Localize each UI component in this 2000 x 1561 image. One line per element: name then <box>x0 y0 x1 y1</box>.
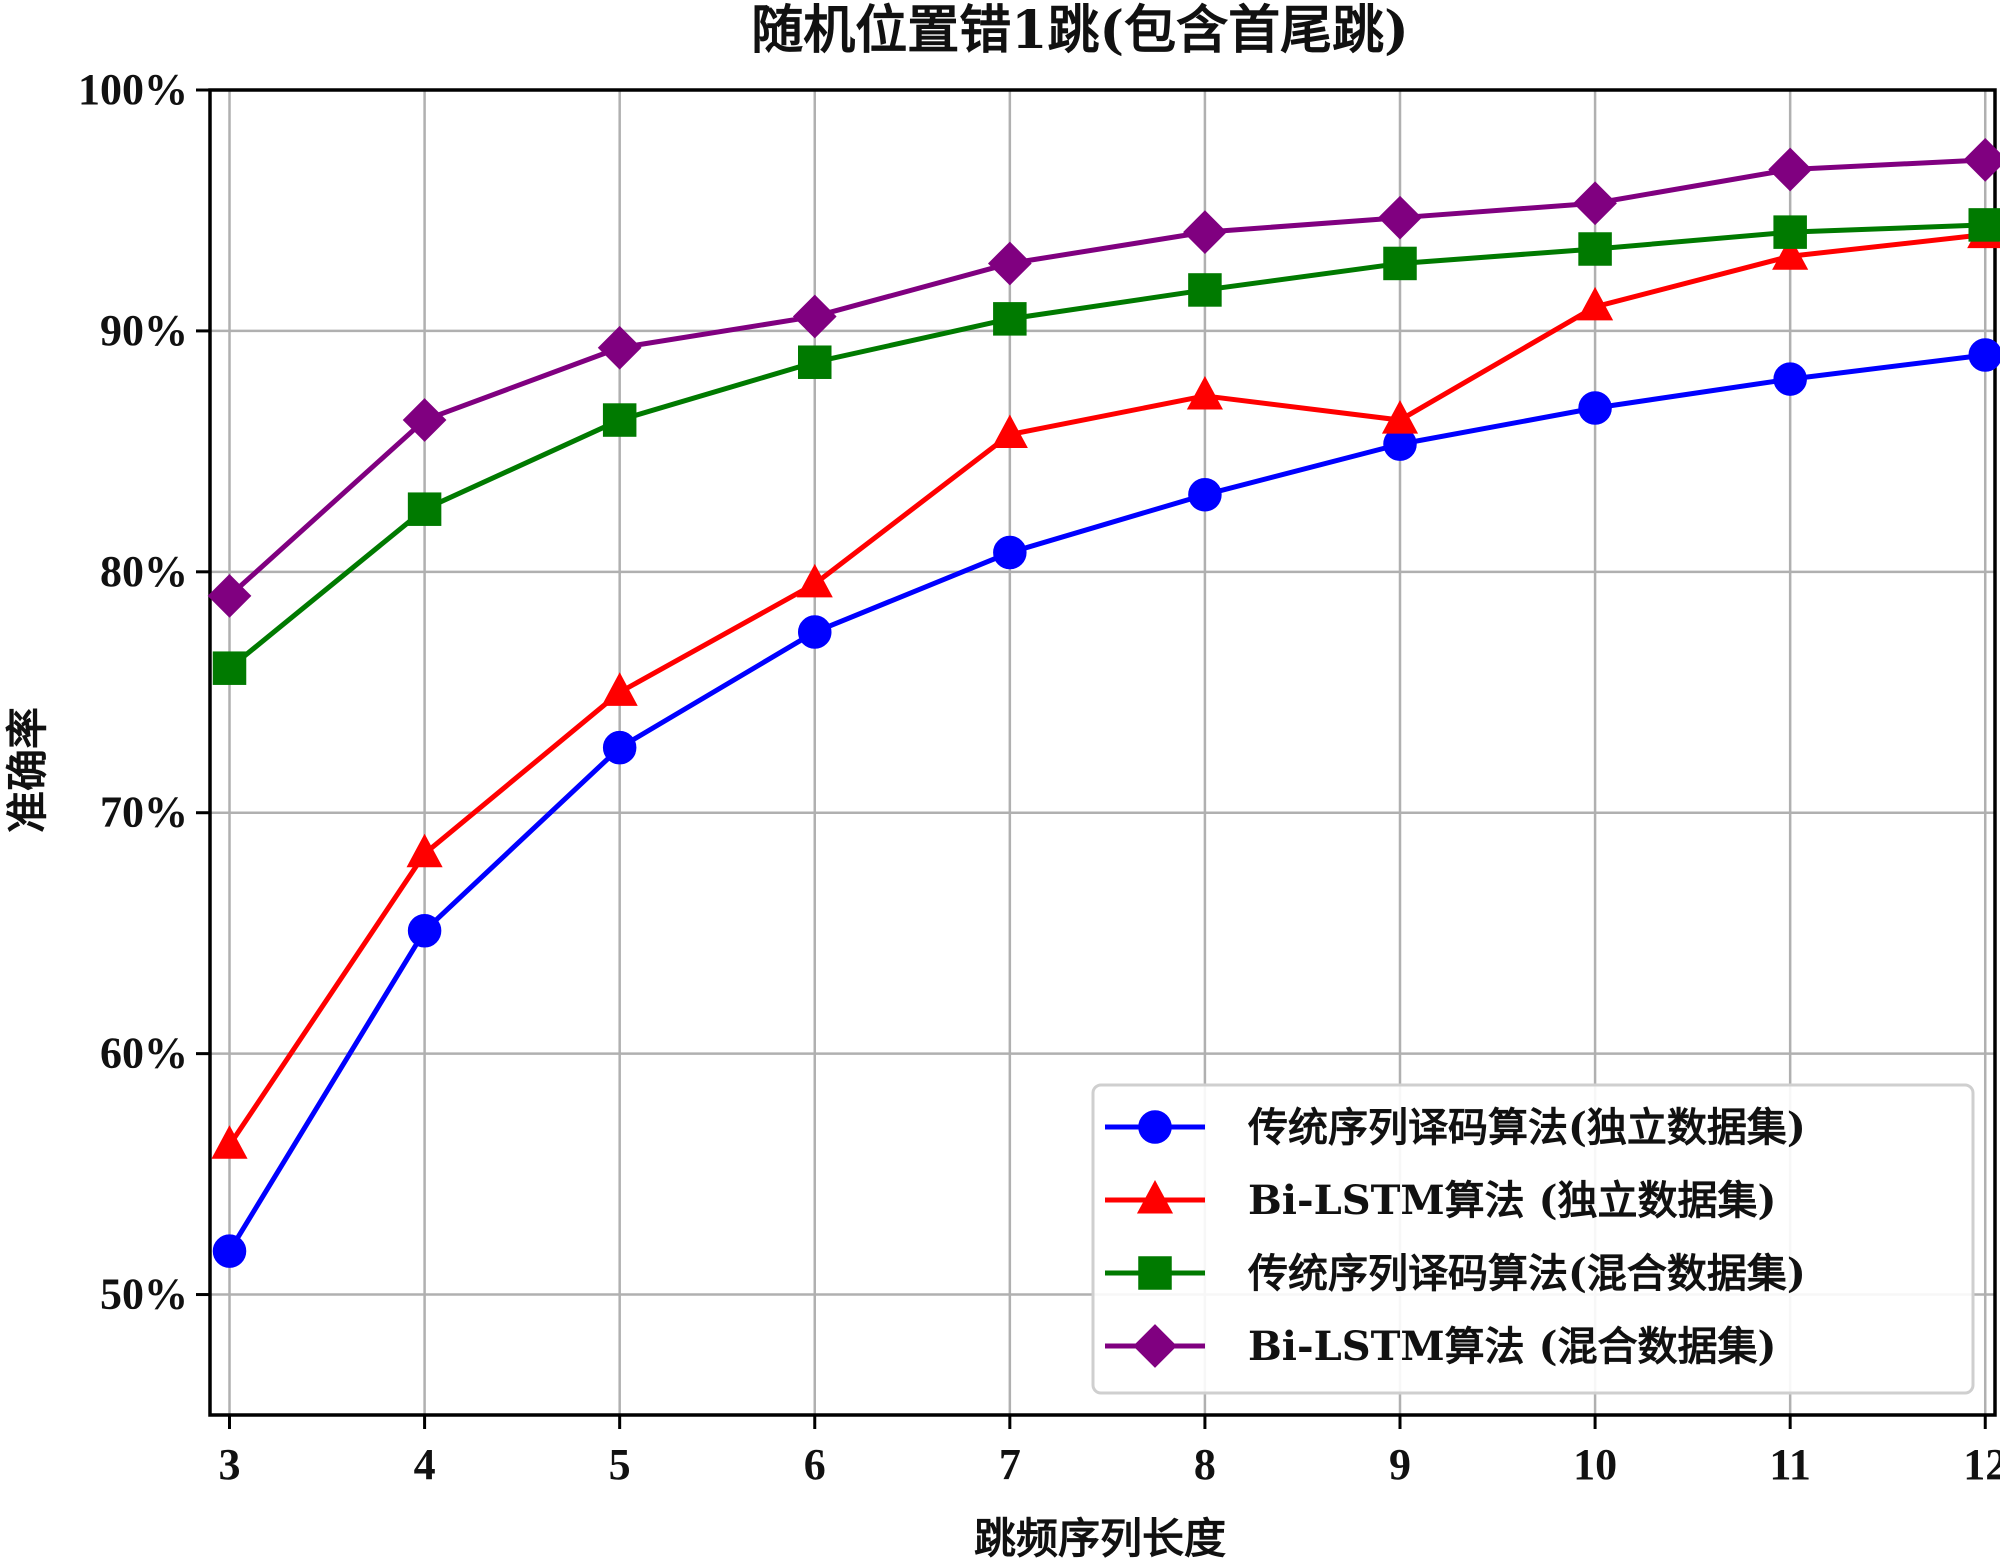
series-3-point <box>1773 215 1807 249</box>
series-1-point <box>993 535 1027 570</box>
series-layer <box>207 138 2000 1268</box>
series-2-point <box>1186 375 1223 410</box>
series-4 <box>207 138 2000 618</box>
legend-marker <box>1138 1110 1172 1144</box>
y-axis-ticks: 50% 60% 70% 80% 90% 100% <box>78 65 210 1319</box>
y-tick-label: 70% <box>100 788 188 837</box>
series-2-point <box>991 414 1028 449</box>
legend-item-1: 传统序列译码算法(独立数据集) <box>1105 1104 1806 1151</box>
x-axis-ticks: 3 4 5 6 7 8 9 10 11 12 <box>219 1415 2000 1489</box>
x-tick-label: 4 <box>414 1440 436 1489</box>
series-1-point <box>1578 391 1612 425</box>
series-4-point <box>402 398 447 442</box>
series-2-point <box>1577 286 1614 321</box>
series-1 <box>212 338 2000 1268</box>
series-3-point <box>798 345 832 379</box>
series-4-point <box>1768 147 1813 192</box>
y-axis-label: 准确率 <box>3 707 52 833</box>
x-tick-label: 12 <box>1963 1440 2000 1489</box>
series-3-point <box>212 651 247 685</box>
x-tick-label: 8 <box>1194 1440 1216 1489</box>
series-1-point <box>407 914 442 948</box>
legend-item-2: Bi-LSTM算法 (独立数据集) <box>1105 1177 1776 1224</box>
legend-marker <box>1133 1324 1177 1368</box>
x-tick-label: 6 <box>804 1440 826 1489</box>
series-4-point <box>597 325 642 370</box>
x-tick-label: 10 <box>1573 1440 1617 1489</box>
series-2-point <box>1381 400 1419 434</box>
series-4-point <box>1963 138 2000 182</box>
legend-label: 传统序列译码算法(独立数据集) <box>1247 1104 1806 1151</box>
x-tick-label: 11 <box>1769 1440 1811 1489</box>
series-4-point <box>1378 195 1422 240</box>
y-tick-label: 100% <box>78 65 188 114</box>
series-3-point <box>407 492 442 526</box>
y-tick-label: 60% <box>100 1029 188 1078</box>
series-2-point <box>406 833 443 868</box>
series-3 <box>212 208 2000 685</box>
series-3-point <box>602 403 637 437</box>
x-tick-label: 5 <box>609 1440 631 1489</box>
series-1-point <box>798 615 832 649</box>
legend-label: 传统序列译码算法(混合数据集) <box>1247 1250 1806 1297</box>
x-tick-label: 9 <box>1389 1440 1411 1489</box>
series-3-point <box>1578 232 1612 266</box>
series-1-point <box>602 730 637 765</box>
legend-label: Bi-LSTM算法 (混合数据集) <box>1248 1323 1776 1370</box>
series-2-line <box>227 232 1986 1147</box>
y-tick-label: 90% <box>100 306 188 355</box>
series-1-point <box>1773 362 1807 396</box>
series-4-line <box>227 157 1986 598</box>
series-4-point <box>1183 210 1227 254</box>
x-tick-label: 7 <box>999 1440 1021 1489</box>
series-1-point <box>212 1234 247 1268</box>
y-tick-label: 50% <box>100 1270 188 1319</box>
series-2-point <box>601 672 638 706</box>
series-2-point <box>1772 236 1809 270</box>
x-tick-label: 3 <box>219 1440 241 1489</box>
series-3-line <box>227 222 1986 671</box>
series-4-point <box>792 294 837 339</box>
series-1-line <box>227 352 1986 1253</box>
series-2-point <box>211 1125 248 1159</box>
series-3-point <box>1968 208 2000 242</box>
series-1-point <box>1968 338 2000 372</box>
series-4-point <box>207 574 252 618</box>
legend-item-3: 传统序列译码算法(混合数据集) <box>1105 1250 1806 1297</box>
plot-frame <box>208 88 1997 1417</box>
legend-box <box>1091 1083 1975 1395</box>
legend-label: Bi-LSTM算法 (独立数据集) <box>1248 1177 1776 1224</box>
chart-title: 随机位置错1跳(包含首尾跳) <box>751 0 1408 61</box>
y-tick-label: 80% <box>100 547 188 596</box>
series-4-point <box>987 241 1032 286</box>
legend-item-4: Bi-LSTM算法 (混合数据集) <box>1105 1323 1776 1370</box>
x-axis-label: 跳频序列长度 <box>974 1514 1226 1561</box>
series-4-point <box>1573 181 1617 226</box>
legend: 传统序列译码算法(独立数据集) Bi-LSTM算法 (独立数据集) 传统序列译码算法… <box>1091 1083 1975 1395</box>
series-1-point <box>1188 477 1222 512</box>
series-2-point <box>796 563 833 598</box>
legend-marker <box>1138 1256 1172 1290</box>
series-2 <box>211 214 2000 1159</box>
series-3-point <box>1383 246 1417 281</box>
series-3-point <box>1188 273 1222 307</box>
series-3-point <box>993 302 1027 336</box>
legend-marker <box>1136 1180 1174 1214</box>
